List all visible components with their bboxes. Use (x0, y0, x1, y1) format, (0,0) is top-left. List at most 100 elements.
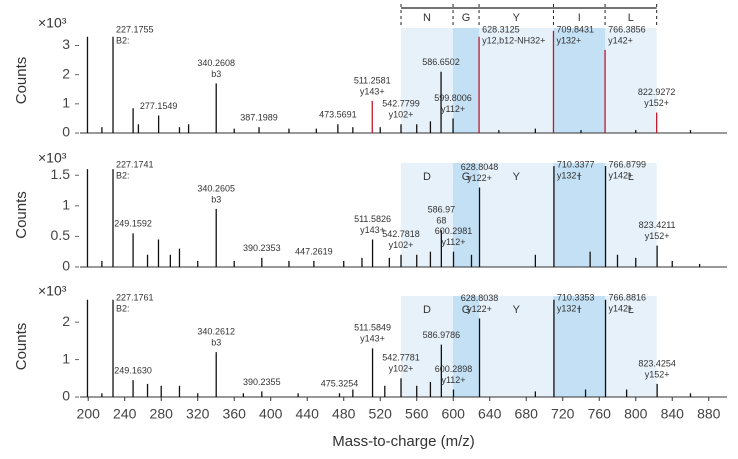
peak-label: y132+ (557, 170, 582, 180)
peak-label: 586.6502 (422, 57, 460, 67)
peak-label: 68 (436, 216, 446, 226)
peak-label: B2: (116, 303, 130, 313)
peak-label: 340.2612 (197, 326, 235, 336)
peak-label: y152+ (644, 98, 669, 108)
residue-label: G (462, 171, 471, 183)
residue-label: D (423, 171, 431, 183)
residue-label: G (462, 304, 471, 316)
peak-label: 227.1755 (116, 24, 154, 34)
peak-label: y142+ (608, 35, 633, 45)
peak-label: 511.5849 (354, 323, 391, 333)
x-tick-label: 520 (369, 406, 393, 422)
peak-label: b3 (211, 69, 221, 79)
residue-highlight (453, 163, 480, 267)
peak-label: 600.2981 (435, 226, 473, 236)
peak-label: 542.7818 (382, 229, 420, 239)
x-tick-label: 680 (515, 406, 539, 422)
peak-label: y112+ (441, 104, 465, 114)
peak-label: y102+ (389, 364, 414, 374)
peak-label: y12,b12-NH32+ (482, 35, 545, 45)
peak-label: 766.8799 (609, 159, 647, 169)
peak-label: y143+ (360, 86, 385, 96)
peak-label: b3 (211, 194, 221, 204)
y-scale-label: ×10³ (38, 150, 67, 166)
peak-label: 473.5691 (319, 110, 357, 120)
residue-highlight (553, 163, 606, 267)
peak-label: 822.9272 (638, 87, 676, 97)
peak-label: 249.1630 (114, 366, 152, 376)
peak-label: y102+ (389, 240, 414, 250)
peak-label: 227.1741 (116, 159, 154, 169)
peak-label: 390.2353 (243, 243, 281, 253)
y-tick-label: 1 (62, 95, 70, 111)
peak-label: B2: (116, 170, 130, 180)
peak-label: 823.4254 (638, 358, 676, 368)
peak-label: 227.1761 (116, 292, 154, 302)
peak-label: 600.2898 (435, 364, 473, 374)
sequence-region (401, 163, 657, 267)
x-tick-label: 280 (150, 406, 174, 422)
peak-label: 475.3254 (321, 379, 359, 389)
peak-label: 710.3353 (557, 292, 595, 302)
x-tick-label: 240 (113, 406, 137, 422)
y-tick-label: 0.5 (51, 227, 71, 243)
x-tick-label: 360 (223, 406, 247, 422)
x-axis-title: Mass-to-charge (m/z) (332, 433, 475, 450)
peak-label: 542.7781 (382, 353, 420, 363)
residue-label: N (423, 12, 431, 24)
residue-label: I (578, 12, 581, 24)
peak-label: y132+ (557, 303, 582, 313)
peak-label: 823.4211 (639, 220, 676, 230)
x-tick-label: 880 (697, 406, 721, 422)
x-tick-label: 480 (332, 406, 356, 422)
residue-highlight (453, 28, 480, 133)
peak-label: y102+ (389, 110, 414, 120)
peak-label: 586.9786 (423, 330, 461, 340)
peak-label: y132+ (556, 35, 581, 45)
peak-label: 390.2355 (243, 377, 281, 387)
y-tick-label: 3 (62, 36, 70, 52)
peak-label: y152+ (645, 369, 670, 379)
peak-label: 586.97 (428, 205, 456, 215)
sequence-region (401, 296, 657, 397)
y-scale-label: ×10³ (38, 15, 67, 31)
peak-label: 340.2608 (197, 58, 235, 68)
peak-label: 709.8431 (556, 24, 594, 34)
residue-label: G (462, 12, 471, 24)
y-tick-label: 1 (62, 350, 70, 366)
residue-label: Y (513, 304, 521, 316)
peak-label: y122+ (467, 304, 492, 314)
peak-label: 387.1989 (240, 113, 278, 123)
residue-label: L (628, 304, 634, 316)
peak-label: 628.8038 (461, 293, 499, 303)
peak-label: y143+ (360, 334, 385, 344)
residue-label: Y (513, 12, 521, 24)
peak-label: 599.8006 (434, 93, 472, 103)
peak-label: B2: (116, 35, 130, 45)
residue-highlight (553, 296, 606, 397)
x-tick-label: 440 (296, 406, 320, 422)
y-scale-label: ×10³ (38, 283, 67, 299)
peak-label: y142+ (609, 170, 634, 180)
y-tick-label: 0 (62, 388, 70, 404)
x-tick-label: 760 (588, 406, 612, 422)
peak-label: b3 (211, 337, 221, 347)
peak-label: y122+ (467, 173, 492, 183)
sequence-region (401, 28, 657, 133)
y-tick-label: 2 (62, 313, 70, 329)
peak-label: 340.2605 (197, 183, 235, 193)
y-axis-title: Counts (13, 57, 30, 105)
x-tick-label: 560 (405, 406, 429, 422)
peak-label: 511.5826 (354, 214, 391, 224)
peak-label: 766.3856 (608, 24, 646, 34)
peak-label: y112+ (441, 237, 465, 247)
residue-label: L (628, 171, 634, 183)
residue-label: D (423, 304, 431, 316)
peak-label: 628.8048 (461, 162, 499, 172)
peak-label: 766.8816 (609, 292, 647, 302)
residue-label: I (578, 171, 581, 183)
peak-label: 249.1592 (114, 219, 152, 229)
y-tick-label: 0 (62, 258, 70, 274)
peak-label: 511.2581 (354, 75, 391, 85)
peak-label: 277.1549 (140, 101, 178, 111)
